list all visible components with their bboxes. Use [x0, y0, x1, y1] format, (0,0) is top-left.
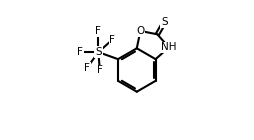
Text: F: F	[96, 26, 101, 36]
Text: F: F	[77, 47, 83, 57]
Text: S: S	[95, 47, 102, 57]
Text: F: F	[84, 63, 90, 73]
Text: F: F	[97, 65, 103, 75]
Text: F: F	[109, 35, 115, 45]
Text: O: O	[136, 26, 145, 36]
Text: S: S	[161, 17, 168, 27]
Text: NH: NH	[161, 42, 177, 52]
